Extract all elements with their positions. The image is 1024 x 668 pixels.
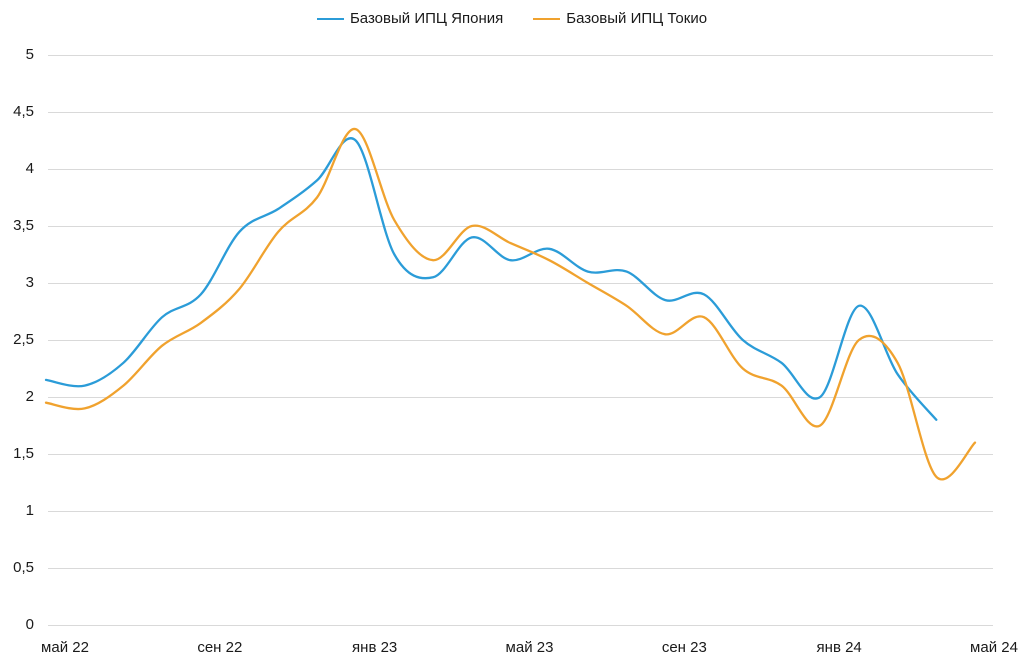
x-axis-tick-label: янв 24: [816, 639, 862, 656]
series-line-0: [44, 137, 938, 421]
y-axis-tick-label: 2: [25, 388, 34, 405]
legend-line-swatch: [533, 18, 561, 20]
y-axis-tick-label: 2,5: [13, 331, 34, 348]
y-axis-tick-label: 3: [25, 274, 34, 291]
legend-label: Базовый ИПЦ Токио: [566, 10, 708, 27]
x-axis-tick-label: сен 22: [197, 639, 243, 656]
legend-item-1: Базовый ИПЦ Токио: [533, 8, 707, 30]
legend-label: Базовый ИПЦ Япония: [349, 10, 504, 27]
x-axis-tick-label: май 22: [41, 639, 89, 656]
series-line-1: [44, 127, 977, 481]
legend-item-0: Базовый ИПЦ Япония: [316, 8, 504, 30]
legend-line-swatch: [316, 18, 344, 20]
y-axis-tick-label: 4,5: [13, 103, 34, 120]
x-axis-tick-label: май 23: [505, 639, 554, 656]
y-axis-tick-label: 4: [25, 160, 34, 177]
x-axis-tick-label: май 24: [970, 639, 1018, 656]
y-axis-tick-label: 1,5: [13, 445, 34, 462]
y-axis-tick-label: 5: [25, 46, 34, 63]
y-axis-tick-label: 3,5: [13, 217, 34, 234]
chart-legend: Базовый ИПЦ Япония Базовый ИПЦ Токио: [0, 8, 1024, 30]
y-axis-tick-label: 1: [25, 502, 34, 519]
y-axis-tick-label: 0,5: [13, 559, 34, 576]
x-axis-tick-label: янв 23: [352, 639, 398, 656]
x-axis-tick-label: сен 23: [661, 639, 707, 656]
y-axis-tick-label: 0: [25, 616, 34, 633]
